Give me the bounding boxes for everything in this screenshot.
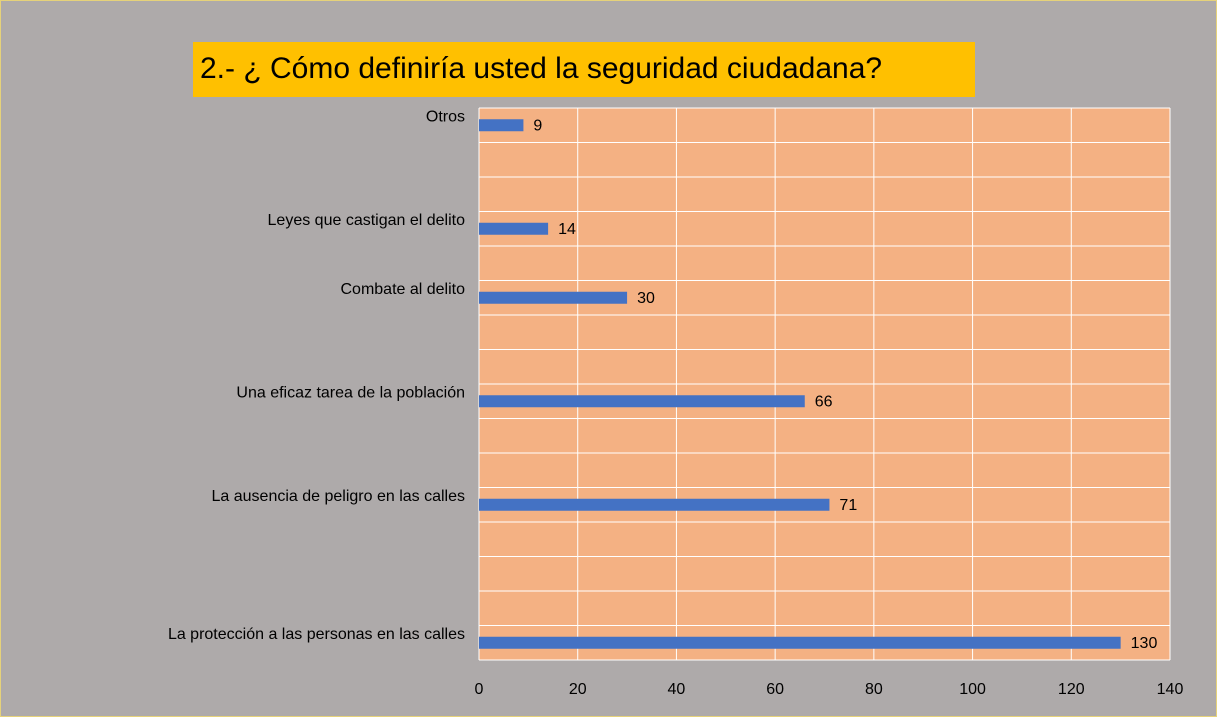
x-tick-label: 60 xyxy=(766,681,784,698)
y-tick-label: La ausencia de peligro en las calles xyxy=(212,488,466,505)
value-label: 30 xyxy=(637,290,655,307)
bar xyxy=(479,395,805,408)
x-tick-label: 80 xyxy=(865,681,883,698)
bar xyxy=(479,498,830,511)
bar xyxy=(479,222,549,235)
y-tick-label: Combate al delito xyxy=(340,281,465,298)
x-tick-label: 40 xyxy=(668,681,686,698)
value-label: 66 xyxy=(815,393,833,410)
value-label: 9 xyxy=(533,117,542,134)
bar xyxy=(479,119,524,132)
x-tick-label: 0 xyxy=(475,681,484,698)
x-tick-label: 20 xyxy=(569,681,587,698)
y-tick-label: Una eficaz tarea de la población xyxy=(236,384,465,401)
y-tick-label: Leyes que castigan el delito xyxy=(268,212,466,229)
bar xyxy=(479,636,1121,649)
y-tick-label: Otros xyxy=(426,108,465,125)
chart-title: 2.- ¿ Cómo definiría usted la seguridad … xyxy=(200,52,882,85)
x-tick-label: 120 xyxy=(1058,681,1085,698)
x-tick-label: 140 xyxy=(1157,681,1184,698)
value-label: 71 xyxy=(839,497,857,514)
value-label: 130 xyxy=(1131,635,1158,652)
value-label: 14 xyxy=(558,221,576,238)
x-tick-label: 100 xyxy=(959,681,986,698)
title-highlight xyxy=(193,42,975,97)
y-tick-label: La protección a las personas en las call… xyxy=(168,626,465,643)
bar xyxy=(479,291,628,304)
